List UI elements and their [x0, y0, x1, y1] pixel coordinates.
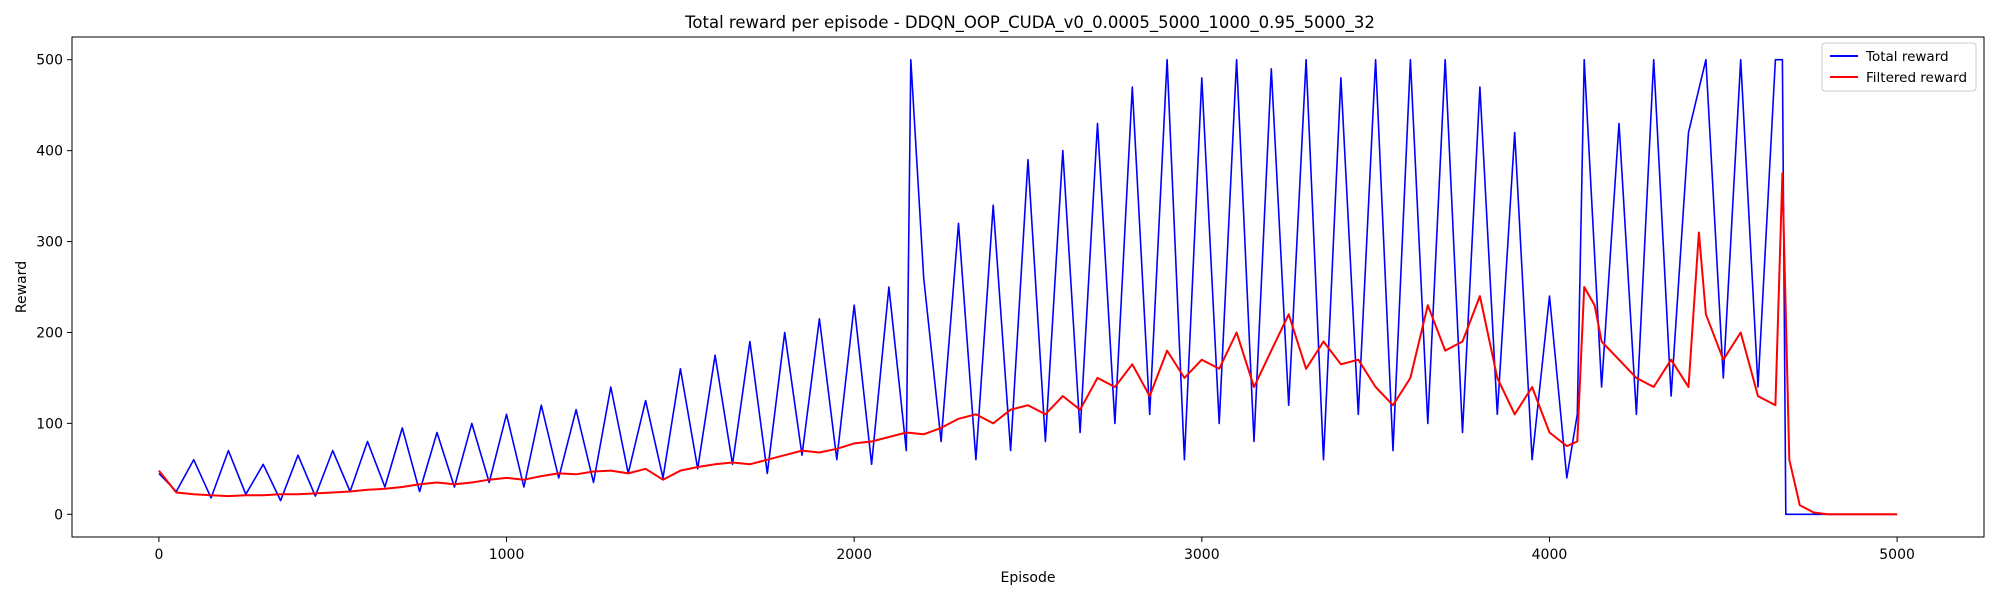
- y-axis: 0 100 200 300 400 500: [36, 53, 72, 523]
- y-tick-label: 0: [54, 507, 63, 523]
- series-line-filtered-reward: [158, 172, 1898, 516]
- plot-frame: [71, 36, 1985, 538]
- y-tick-label: 500: [36, 53, 63, 69]
- legend-label: Filtered reward: [1866, 70, 1967, 86]
- legend-box: [1821, 42, 1977, 92]
- legend-label: Total reward: [1865, 49, 1949, 65]
- x-tick-label: 2000: [836, 547, 872, 563]
- x-tick-label: 4000: [1532, 547, 1568, 563]
- x-axis: 0 1000 2000 3000 4000 5000: [154, 537, 1915, 563]
- legend: Total reward Filtered reward: [1821, 42, 1977, 92]
- y-tick-label: 100: [36, 416, 63, 432]
- y-tick-label: 200: [36, 325, 63, 341]
- y-tick-label: 300: [36, 235, 63, 251]
- x-tick-label: 5000: [1879, 547, 1915, 563]
- chart-title: Total reward per episode - DDQN_OOP_CUDA…: [684, 13, 1375, 33]
- plot-area: [158, 58, 1898, 516]
- x-tick-label: 1000: [489, 547, 525, 563]
- y-tick-label: 400: [36, 144, 63, 160]
- y-axis-label: Reward: [14, 261, 30, 313]
- x-tick-label: 0: [154, 547, 163, 563]
- x-axis-label: Episode: [1001, 570, 1056, 586]
- x-tick-label: 3000: [1184, 547, 1220, 563]
- series-line-total-reward: [158, 58, 1898, 516]
